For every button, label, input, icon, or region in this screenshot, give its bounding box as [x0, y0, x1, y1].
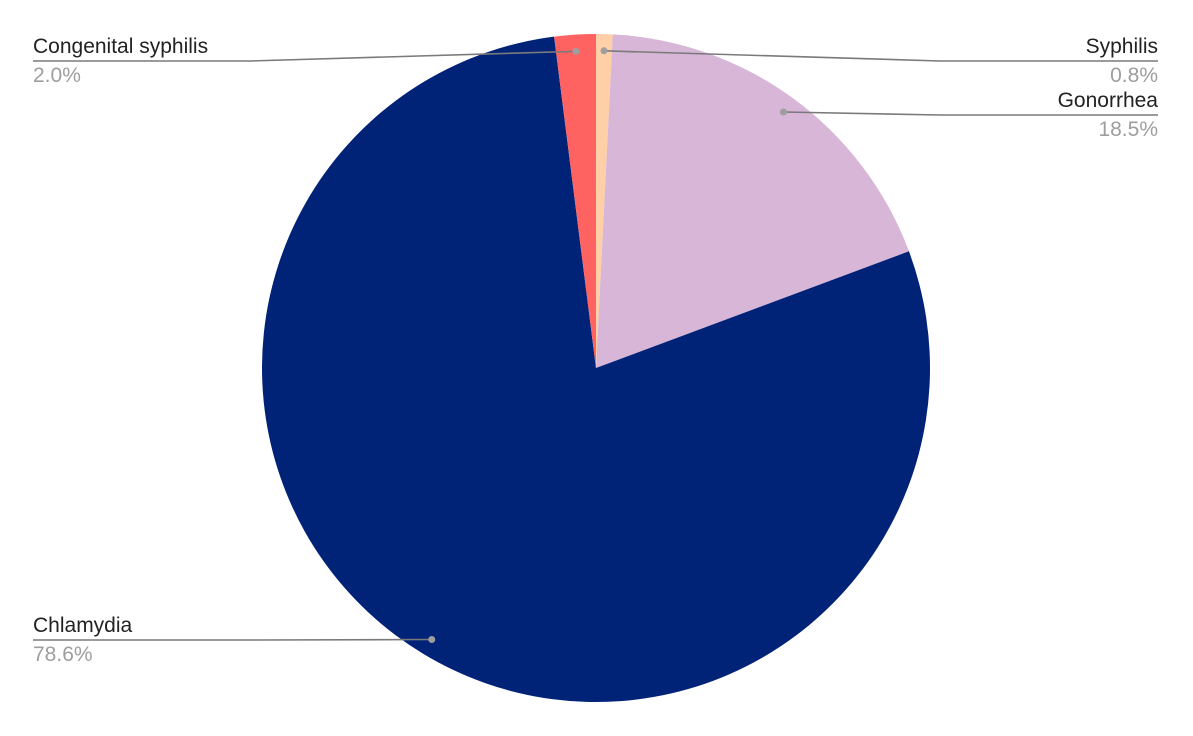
slice-label-chlamydia: Chlamydia — [33, 614, 133, 637]
leader-line-syphilis — [603, 50, 1158, 62]
leader-dot-gonorrhea — [779, 108, 787, 116]
pie-slice-congenital-syphilis — [554, 34, 596, 368]
leader-line-congenital-syphilis — [33, 50, 577, 62]
data-label-gonorrhea: Gonorrhea 18.5% — [779, 89, 1159, 141]
leader-dot-congenital-syphilis — [572, 47, 580, 55]
slice-percent-chlamydia: 78.6% — [33, 643, 93, 666]
slice-label-gonorrhea: Gonorrhea — [1058, 89, 1159, 112]
data-label-congenital-syphilis: Congenital syphilis 2.0% — [33, 35, 580, 87]
slice-percent-syphilis: 0.8% — [1110, 64, 1158, 87]
leader-line-chlamydia — [33, 638, 432, 641]
data-label-syphilis: Syphilis 0.8% — [600, 35, 1158, 87]
slice-percent-congenital-syphilis: 2.0% — [33, 64, 81, 87]
leader-line-gonorrhea — [783, 111, 1158, 116]
pie-slice-chlamydia — [261, 36, 930, 702]
slice-label-congenital-syphilis: Congenital syphilis — [33, 35, 208, 58]
pie-slice-gonorrhea — [596, 34, 909, 369]
data-label-chlamydia: Chlamydia 78.6% — [33, 614, 436, 666]
pie-slice-syphilis — [596, 34, 613, 368]
slice-percent-gonorrhea: 18.5% — [1098, 118, 1158, 141]
leader-dot-chlamydia — [428, 635, 436, 643]
leader-dot-syphilis — [600, 47, 608, 55]
slice-label-syphilis: Syphilis — [1086, 35, 1158, 58]
